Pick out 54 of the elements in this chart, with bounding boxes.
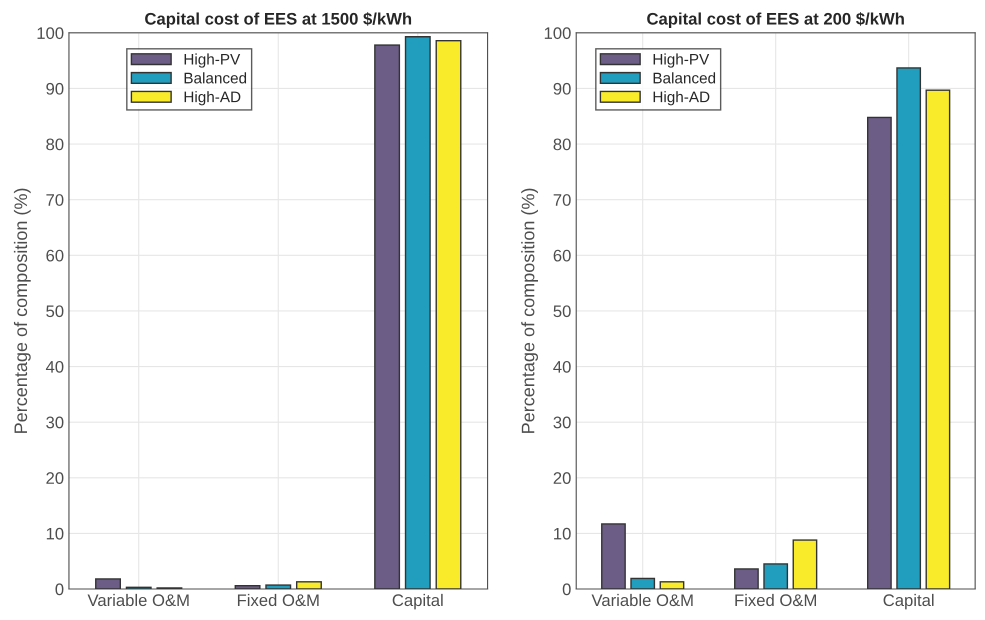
y-tick-label: 50 [46,305,64,318]
x-tick-label: Capital [884,594,934,610]
bar [95,578,121,589]
y-tick-label: 0 [55,583,64,596]
y-tick-label: 60 [46,250,64,262]
bar [265,584,292,589]
chart-title: Capital cost of EES at 1500 $/kWh [145,12,412,28]
y-tick-label: 40 [46,360,64,373]
bar [734,568,759,589]
bar [660,581,684,589]
y-tick-label: 40 [553,360,571,373]
legend-label: Balanced [654,72,716,84]
legend-label: High-PV [184,53,240,68]
y-tick-label: 20 [46,472,64,484]
y-tick-label: 80 [554,138,571,150]
y-tick-label: 0 [562,583,571,596]
bar [404,36,431,589]
legend-label: High-AD [654,91,710,106]
legend-label: High-PV [654,53,710,68]
bar [601,523,626,589]
bar [436,40,462,589]
y-tick-label: 10 [46,528,64,540]
y-tick-label: 100 [38,27,64,40]
y-tick-label: 60 [554,250,571,262]
bar [296,581,322,589]
x-tick-label: Variable O&M [88,594,189,606]
y-tick-label: 70 [46,194,64,206]
y-tick-label: 100 [544,27,571,40]
bar [867,116,892,589]
x-tick-label: Fixed O&M [735,594,816,606]
legend-label: Balanced [184,72,246,84]
chart-title: Capital cost of EES at 200 $/kWh [647,12,904,28]
y-tick-label: 20 [554,472,571,484]
bar [374,44,400,589]
legend-label: High-AD [184,91,240,106]
bar [763,563,788,589]
y-axis-title: Percentage of composition (%) [14,188,31,433]
y-axis-title: Percentage of composition (%) [521,188,538,433]
x-tick-label: Fixed O&M [238,594,319,606]
bar [234,584,261,589]
y-tick-label: 30 [553,416,571,428]
y-tick-label: 90 [554,82,571,95]
x-tick-label: Capital [392,594,443,610]
bar [630,578,656,589]
y-tick-label: 80 [46,138,64,150]
bar [896,67,922,589]
bar [792,539,818,589]
y-tick-label: 10 [554,528,571,540]
y-tick-label: 70 [554,194,571,206]
y-tick-label: 30 [46,416,64,428]
x-tick-label: Variable O&M [592,594,693,606]
bar [926,89,950,589]
y-tick-label: 90 [46,82,64,95]
y-tick-label: 50 [553,305,571,318]
